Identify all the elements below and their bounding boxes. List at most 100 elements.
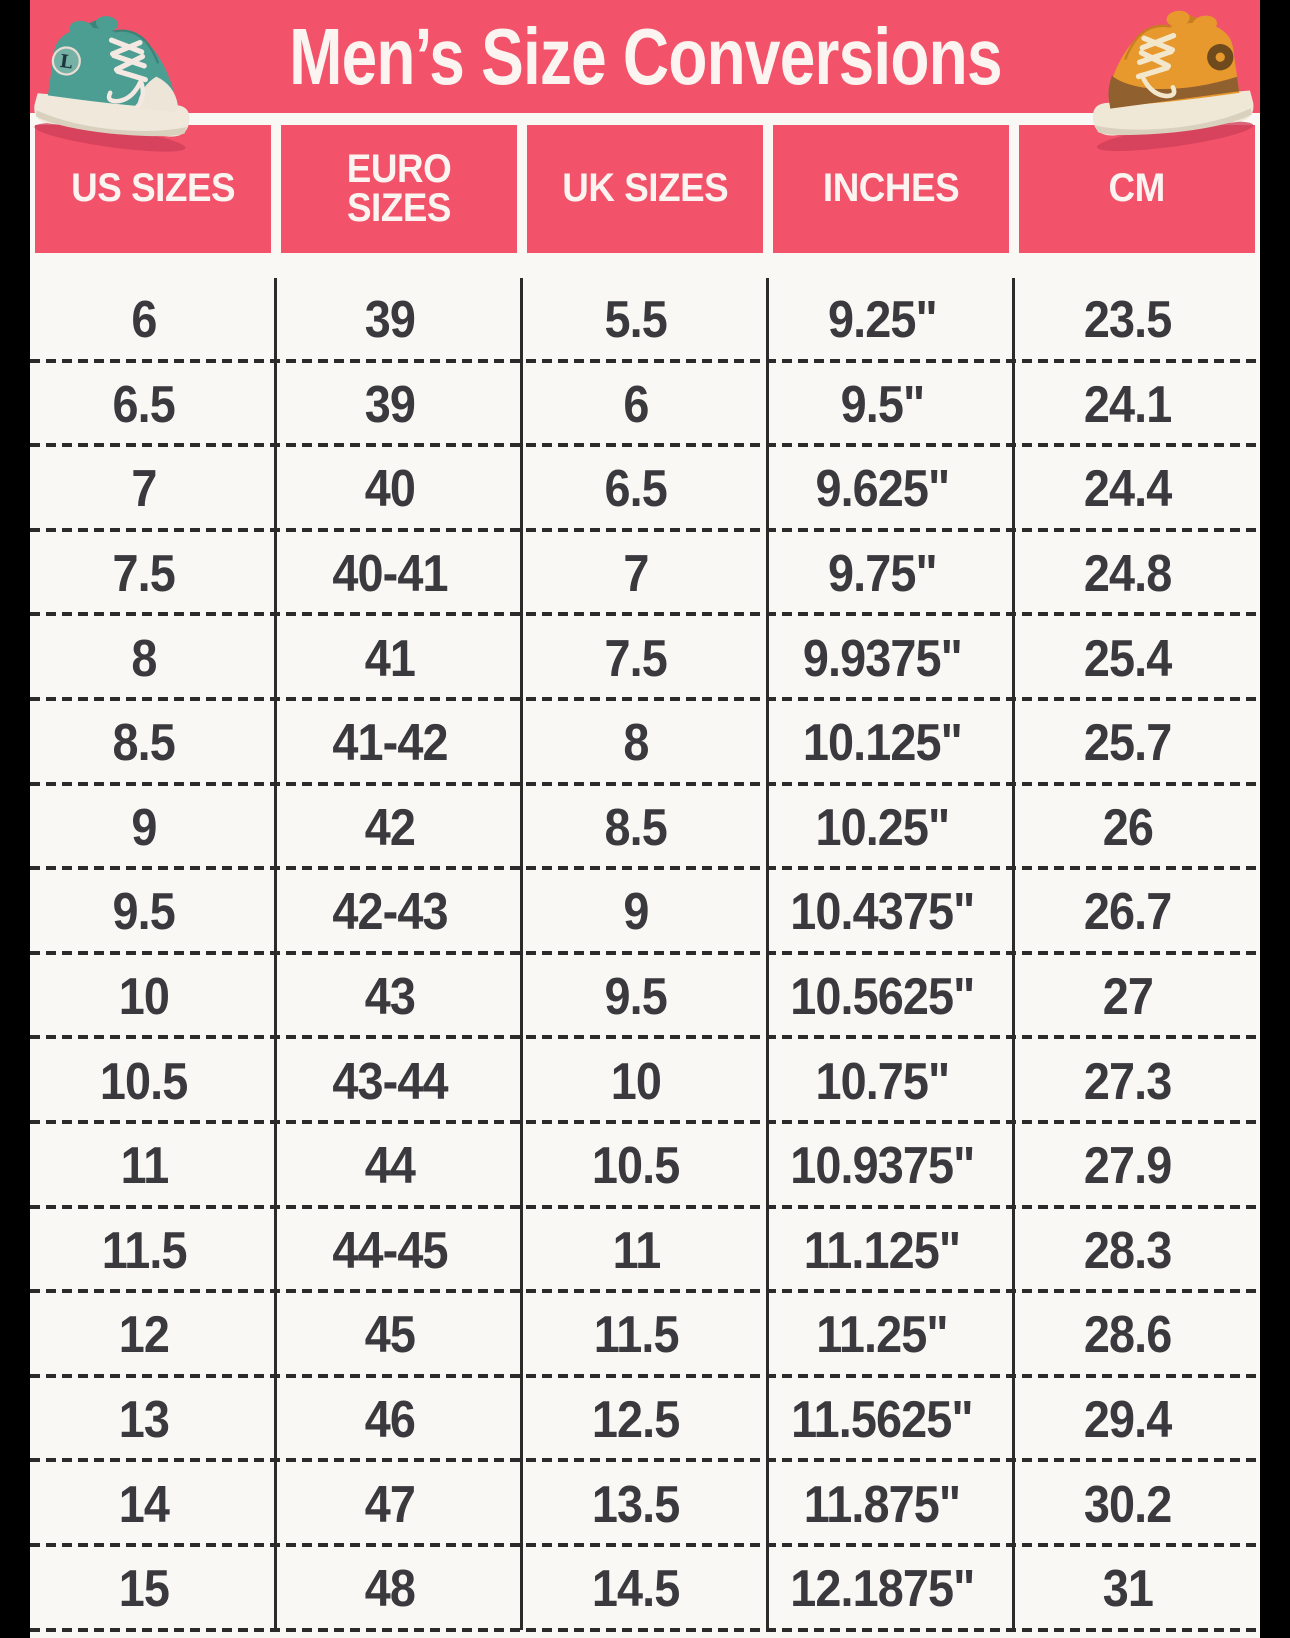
cell-value: 12 — [118, 1306, 170, 1365]
table-row: 11.5 44-45 11 11.125" 28.3 — [30, 1209, 1260, 1294]
cell-value: 42-43 — [332, 883, 448, 942]
cell-value: 28.6 — [1084, 1306, 1172, 1365]
cell-value: 47 — [364, 1475, 416, 1534]
table-cell-us-size: 9 — [30, 798, 276, 858]
cell-value: 12.5 — [592, 1391, 680, 1450]
cell-value: 9.625" — [815, 460, 950, 519]
cell-value: 14.5 — [592, 1560, 680, 1619]
cell-value: 10.4375" — [789, 883, 975, 942]
table-cell-euro-size: 45 — [276, 1305, 522, 1365]
cell-value: 8 — [623, 714, 649, 773]
table-cell-us-size: 6 — [30, 290, 276, 350]
cell-value: 9.5 — [112, 883, 176, 942]
cell-value: 6 — [623, 375, 649, 434]
cell-value: 9.5" — [840, 375, 925, 434]
cell-value: 26 — [1102, 798, 1154, 857]
table-cell-inches: 12.1875" — [768, 1559, 1014, 1619]
cell-value: 9 — [131, 798, 157, 857]
cell-value: 29.4 — [1084, 1391, 1172, 1450]
table-row: 6 39 5.5 9.25" 23.5 — [30, 278, 1260, 363]
table-cell-cm: 26.7 — [1014, 882, 1260, 942]
cell-value: 27 — [1102, 968, 1154, 1027]
table-cell-us-size: 12 — [30, 1305, 276, 1365]
table-cell-us-size: 11.5 — [30, 1221, 276, 1281]
table-cell-euro-size: 40-41 — [276, 544, 522, 604]
cell-value: 10.5625" — [789, 968, 975, 1027]
table-cell-inches: 10.25" — [768, 798, 1014, 858]
table-cell-uk-size: 10.5 — [522, 1136, 768, 1196]
cell-value: 6 — [131, 291, 157, 350]
table-cell-euro-size: 39 — [276, 290, 522, 350]
title-band: Men’s Size Conversions — [30, 0, 1260, 113]
cell-value: 46 — [364, 1391, 416, 1450]
cell-value: 24.4 — [1084, 460, 1172, 519]
table-cell-us-size: 13 — [30, 1390, 276, 1450]
table-cell-inches: 10.4375" — [768, 882, 1014, 942]
cell-value: 8.5 — [604, 798, 668, 857]
column-header-label: US SIZES — [70, 166, 235, 211]
sneaker-orange-icon — [1092, 10, 1254, 152]
cell-value: 6.5 — [604, 460, 668, 519]
table-cell-cm: 29.4 — [1014, 1390, 1260, 1450]
table-cell-cm: 24.1 — [1014, 375, 1260, 435]
table-cell-uk-size: 11 — [522, 1221, 768, 1281]
table-row: 8 41 7.5 9.9375" 25.4 — [30, 616, 1260, 701]
cell-value: 11 — [120, 1137, 169, 1196]
table-cell-euro-size: 41 — [276, 629, 522, 689]
cell-value: 10.75" — [815, 1052, 950, 1111]
column-header-inches: INCHES — [773, 125, 1009, 253]
cell-value: 15 — [118, 1560, 170, 1619]
cell-value: 26.7 — [1084, 883, 1172, 942]
table-cell-euro-size: 43-44 — [276, 1052, 522, 1112]
table-sheet: Men’s Size Conversions US SIZES EURO SIZ… — [30, 0, 1260, 1638]
table-row: 7.5 40-41 7 9.75" 24.8 — [30, 532, 1260, 617]
cell-value: 11.125" — [803, 1221, 961, 1280]
cell-value: 25.7 — [1084, 714, 1172, 773]
table-cell-cm: 27 — [1014, 967, 1260, 1027]
table-row: 15 48 14.5 12.1875" 31 — [30, 1547, 1260, 1632]
column-header-label: EURO SIZES — [346, 146, 452, 230]
table-cell-inches: 9.5" — [768, 375, 1014, 435]
cell-value: 10.25" — [815, 798, 950, 857]
cell-value: 13 — [118, 1391, 170, 1450]
table-cell-cm: 26 — [1014, 798, 1260, 858]
cell-value: 11.5625" — [791, 1391, 973, 1450]
cell-value: 25.4 — [1084, 629, 1172, 688]
cell-value: 7.5 — [604, 629, 668, 688]
table-cell-cm: 25.7 — [1014, 713, 1260, 773]
cell-value: 44-45 — [332, 1221, 448, 1280]
table-cell-euro-size: 39 — [276, 375, 522, 435]
table-cell-uk-size: 6 — [522, 375, 768, 435]
table-cell-inches: 9.9375" — [768, 629, 1014, 689]
table-cell-cm: 30.2 — [1014, 1475, 1260, 1535]
cell-value: 30.2 — [1084, 1475, 1172, 1534]
cell-value: 14 — [118, 1475, 170, 1534]
table-row: 13 46 12.5 11.5625" 29.4 — [30, 1378, 1260, 1463]
table-row: 12 45 11.5 11.25" 28.6 — [30, 1293, 1260, 1378]
table-cell-uk-size: 6.5 — [522, 459, 768, 519]
table-cell-uk-size: 7.5 — [522, 629, 768, 689]
table-cell-uk-size: 8.5 — [522, 798, 768, 858]
table-cell-us-size: 8.5 — [30, 713, 276, 773]
column-header-label: CM — [1108, 166, 1166, 211]
cell-value: 24.1 — [1084, 375, 1172, 434]
table-row: 14 47 13.5 11.875" 30.2 — [30, 1462, 1260, 1547]
table-cell-cm: 31 — [1014, 1559, 1260, 1619]
table-cell-cm: 28.3 — [1014, 1221, 1260, 1281]
cell-value: 40-41 — [332, 545, 448, 604]
table-cell-inches: 11.25" — [768, 1305, 1014, 1365]
cell-value: 7 — [131, 460, 157, 519]
table-cell-cm: 27.9 — [1014, 1136, 1260, 1196]
table-body: 6 39 5.5 9.25" 23.5 6.5 39 6 9.5" 24.1 7… — [30, 278, 1260, 1632]
cell-value: 27.3 — [1084, 1052, 1172, 1111]
table-cell-uk-size: 11.5 — [522, 1305, 768, 1365]
svg-text:L: L — [58, 51, 74, 74]
cell-value: 7 — [623, 545, 649, 604]
cell-value: 40 — [364, 460, 416, 519]
table-cell-euro-size: 48 — [276, 1559, 522, 1619]
table-cell-euro-size: 40 — [276, 459, 522, 519]
table-cell-inches: 10.75" — [768, 1052, 1014, 1112]
table-row: 11 44 10.5 10.9375" 27.9 — [30, 1124, 1260, 1209]
table-cell-us-size: 14 — [30, 1475, 276, 1535]
table-cell-uk-size: 10 — [522, 1052, 768, 1112]
